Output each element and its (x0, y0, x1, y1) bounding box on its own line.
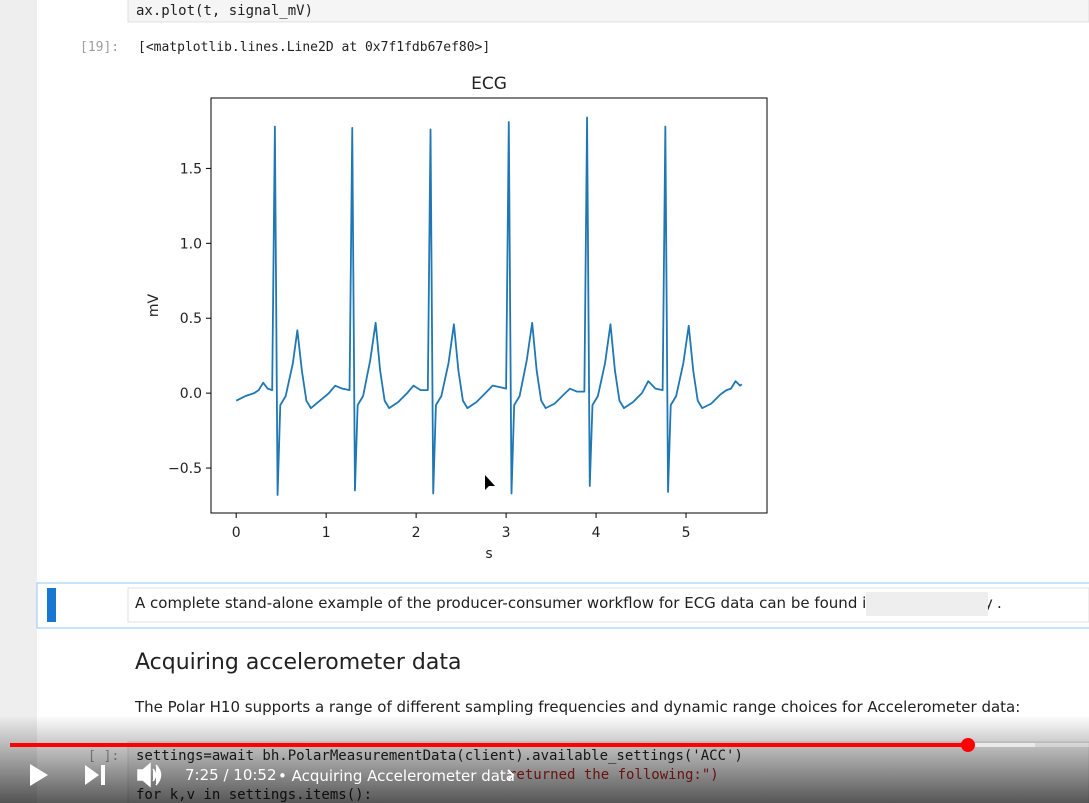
cell-marker (47, 588, 56, 622)
play-button[interactable] (30, 764, 48, 786)
chart-title: ECG (471, 74, 507, 94)
time-display: 7:25 / 10:52 (185, 766, 277, 784)
x-axis-label: s (485, 546, 492, 562)
paragraph: The Polar H10 supports a range of differ… (134, 698, 1020, 716)
y-tick-label: 1.5 (180, 161, 202, 177)
mouse-cursor (485, 475, 495, 490)
progress-handle[interactable] (961, 738, 975, 752)
x-tick-label: 1 (322, 525, 331, 541)
player-shade (0, 715, 1089, 803)
text: . (997, 594, 1002, 612)
ecg-line (235, 116, 743, 496)
text: A complete stand-alone example of the pr… (135, 594, 876, 612)
heading: Acquiring accelerometer data (135, 650, 461, 675)
x-tick-label: 4 (592, 525, 601, 541)
left-gutter (0, 0, 37, 803)
x-tick-label: 2 (412, 525, 421, 541)
x-tick-label: 3 (502, 525, 511, 541)
x-tick-label: 5 (682, 525, 691, 541)
chapter-title[interactable]: • Acquiring Accelerometer data (278, 767, 515, 785)
y-tick-label: 1.0 (180, 236, 202, 252)
code-text: ax.plot(t, signal_mV) (136, 3, 313, 19)
chart: ECG 0 1 2 3 4 5 −0.5 0.0 0.5 1.0 1.5 s mV (146, 74, 768, 562)
progress-played (10, 743, 968, 747)
y-tick-label: 0.5 (180, 311, 202, 327)
output-prompt: [19]: (80, 40, 119, 55)
y-tick-label: −0.5 (168, 461, 202, 477)
volume-button[interactable] (137, 762, 162, 788)
x-tick-label: 0 (232, 525, 241, 541)
y-tick-label: 0.0 (180, 386, 202, 402)
output-text: [<matplotlib.lines.Line2D at 0x7f1fdb67e… (138, 40, 490, 55)
inline-code-bg (866, 592, 988, 616)
next-button[interactable] (85, 765, 105, 785)
chapter-arrow[interactable] (507, 769, 515, 781)
plot-frame (210, 97, 768, 514)
code-cell (127, 0, 1089, 23)
y-axis-label: mV (146, 293, 162, 317)
